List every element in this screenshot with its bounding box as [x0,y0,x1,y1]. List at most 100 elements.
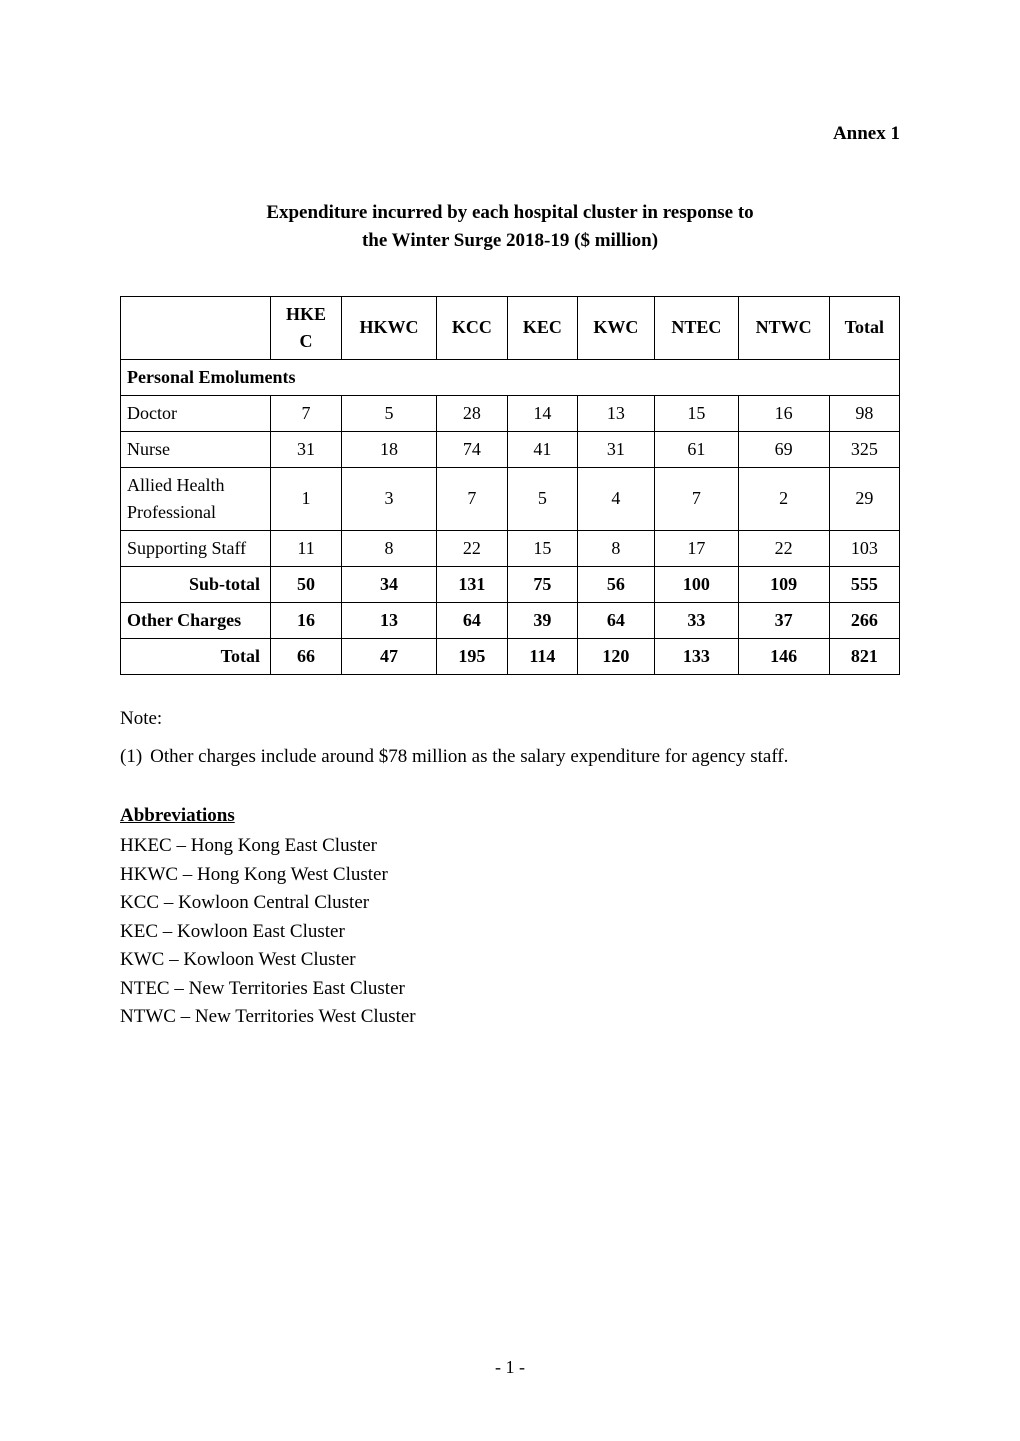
annex-label: Annex 1 [120,120,900,149]
cell: 5 [507,467,577,530]
cell: 11 [271,530,342,566]
subtotal-label: Sub-total [121,566,271,602]
cell: 325 [829,431,899,467]
cell: 120 [577,638,654,674]
note-section: Note: (1) Other charges include around $… [120,705,900,772]
cell: 29 [829,467,899,530]
table-header-kcc: KCC [436,296,507,359]
page-number: - 1 - [0,1354,1020,1381]
cell: 5 [342,395,437,431]
cell: 22 [738,530,829,566]
cell: 33 [655,602,739,638]
cell: 131 [436,566,507,602]
cell: 64 [436,602,507,638]
abbr-line: KCC – Kowloon Central Cluster [120,889,900,918]
cell: 75 [507,566,577,602]
other-charges-row: Other Charges 16 13 64 39 64 33 37 266 [121,602,900,638]
hkec-line2: C [300,331,313,351]
cell: 18 [342,431,437,467]
cell: 555 [829,566,899,602]
cell: 47 [342,638,437,674]
cell: 103 [829,530,899,566]
table-header-blank [121,296,271,359]
section-personal-emoluments: Personal Emoluments [121,359,900,395]
cell: 41 [507,431,577,467]
cell: 3 [342,467,437,530]
subtotal-row: Sub-total 50 34 131 75 56 100 109 555 [121,566,900,602]
cell: 2 [738,467,829,530]
table-row: Nurse 31 18 74 41 31 61 69 325 [121,431,900,467]
note-item: (1) Other charges include around $78 mil… [120,743,900,772]
cell: 15 [507,530,577,566]
cell: 1 [271,467,342,530]
cell: 16 [738,395,829,431]
cell: 15 [655,395,739,431]
cell: 133 [655,638,739,674]
cell: 195 [436,638,507,674]
cell: 22 [436,530,507,566]
cell: 61 [655,431,739,467]
table-row: Supporting Staff 11 8 22 15 8 17 22 103 [121,530,900,566]
row-label-supporting-staff: Supporting Staff [121,530,271,566]
table-header-ntwc: NTWC [738,296,829,359]
abbr-line: KEC – Kowloon East Cluster [120,918,900,947]
table-header-row: HKE C HKWC KCC KEC KWC NTEC NTWC Total [121,296,900,359]
total-label: Total [121,638,271,674]
abbr-line: HKEC – Hong Kong East Cluster [120,832,900,861]
title-line-1: Expenditure incurred by each hospital cl… [120,199,900,228]
abbreviations-list: HKEC – Hong Kong East Cluster HKWC – Hon… [120,832,900,1032]
cell: 7 [436,467,507,530]
cell: 39 [507,602,577,638]
cell: 31 [271,431,342,467]
cell: 4 [577,467,654,530]
cell: 17 [655,530,739,566]
cell: 100 [655,566,739,602]
cell: 146 [738,638,829,674]
cell: 98 [829,395,899,431]
cell: 14 [507,395,577,431]
cell: 13 [342,602,437,638]
abbr-line: NTWC – New Territories West Cluster [120,1003,900,1032]
expenditure-table: HKE C HKWC KCC KEC KWC NTEC NTWC Total P… [120,296,900,675]
cell: 66 [271,638,342,674]
note-text: Other charges include around $78 million… [150,743,900,772]
title-line-2: the Winter Surge 2018-19 ($ million) [120,227,900,256]
cell: 69 [738,431,829,467]
section-label: Personal Emoluments [121,359,900,395]
table-header-hkec: HKE C [271,296,342,359]
cell: 50 [271,566,342,602]
cell: 34 [342,566,437,602]
title-block: Expenditure incurred by each hospital cl… [120,199,900,256]
cell: 31 [577,431,654,467]
other-charges-label: Other Charges [121,602,271,638]
table-row: Doctor 7 5 28 14 13 15 16 98 [121,395,900,431]
cell: 37 [738,602,829,638]
row-label-nurse: Nurse [121,431,271,467]
abbr-line: HKWC – Hong Kong West Cluster [120,861,900,890]
row-label-doctor: Doctor [121,395,271,431]
total-row: Total 66 47 195 114 120 133 146 821 [121,638,900,674]
abbr-line: NTEC – New Territories East Cluster [120,975,900,1004]
abbreviations-heading: Abbreviations [120,802,900,831]
cell: 16 [271,602,342,638]
table-header-kwc: KWC [577,296,654,359]
cell: 8 [577,530,654,566]
cell: 114 [507,638,577,674]
note-marker: (1) [120,743,142,772]
cell: 266 [829,602,899,638]
cell: 28 [436,395,507,431]
row-label-allied-health: Allied Health Professional [121,467,271,530]
cell: 7 [271,395,342,431]
table-row: Allied Health Professional 1 3 7 5 4 7 2… [121,467,900,530]
abbr-line: KWC – Kowloon West Cluster [120,946,900,975]
table-header-ntec: NTEC [655,296,739,359]
cell: 109 [738,566,829,602]
table-header-hkwc: HKWC [342,296,437,359]
table-header-total: Total [829,296,899,359]
hkec-line1: HKE [286,304,326,324]
cell: 8 [342,530,437,566]
cell: 56 [577,566,654,602]
cell: 64 [577,602,654,638]
table-header-kec: KEC [507,296,577,359]
note-heading: Note: [120,705,900,734]
